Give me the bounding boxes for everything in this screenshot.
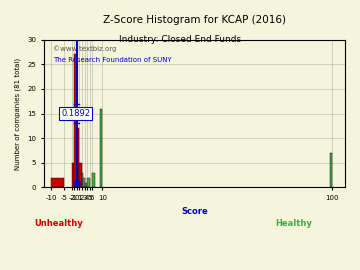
- Text: Industry: Closed End Funds: Industry: Closed End Funds: [119, 35, 241, 44]
- Bar: [51, 178, 64, 187]
- Text: Unhealthy: Unhealthy: [35, 220, 84, 228]
- Text: ©www.textbiz.org: ©www.textbiz.org: [53, 46, 116, 52]
- Y-axis label: Number of companies (81 total): Number of companies (81 total): [15, 58, 22, 170]
- Bar: [85, 183, 87, 187]
- Bar: [82, 173, 83, 187]
- Bar: [80, 163, 82, 187]
- Text: The Research Foundation of SUNY: The Research Foundation of SUNY: [53, 58, 171, 63]
- Text: 0.1892: 0.1892: [61, 109, 90, 118]
- Bar: [72, 163, 74, 187]
- Bar: [100, 109, 103, 187]
- Bar: [77, 128, 80, 187]
- Bar: [74, 55, 77, 187]
- Bar: [92, 173, 95, 187]
- Bar: [83, 178, 85, 187]
- Bar: [87, 178, 90, 187]
- X-axis label: Score: Score: [181, 207, 208, 216]
- Bar: [330, 153, 332, 187]
- Text: Healthy: Healthy: [275, 220, 312, 228]
- Title: Z-Score Histogram for KCAP (2016): Z-Score Histogram for KCAP (2016): [103, 15, 286, 25]
